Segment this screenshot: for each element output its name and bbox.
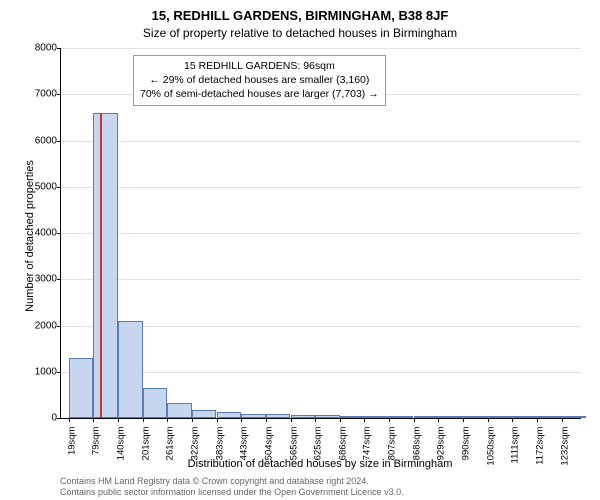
xtick-mark	[414, 418, 415, 422]
ytick-mark	[57, 326, 61, 327]
histogram-bar	[512, 416, 537, 418]
xtick-mark	[241, 418, 242, 422]
histogram-bar	[291, 415, 316, 418]
histogram-bar	[192, 410, 217, 418]
histogram-bar	[315, 415, 340, 418]
xtick-mark	[340, 418, 341, 422]
xtick-mark	[192, 418, 193, 422]
ytick-mark	[57, 418, 61, 419]
xtick-mark	[93, 418, 94, 422]
xtick-mark	[562, 418, 563, 422]
histogram-bar	[93, 113, 118, 418]
xtick-mark	[488, 418, 489, 422]
histogram-bar	[414, 416, 439, 418]
histogram-bar	[438, 416, 463, 418]
histogram-bar	[217, 412, 242, 418]
xtick-mark	[143, 418, 144, 422]
histogram-bar	[389, 416, 414, 418]
footer-line2: Contains public sector information licen…	[60, 487, 404, 498]
annotation-line3: 70% of semi-detached houses are larger (…	[140, 87, 379, 101]
gridline-h	[61, 279, 581, 280]
histogram-bar	[69, 358, 94, 418]
histogram-bar	[364, 416, 389, 418]
xtick-mark	[217, 418, 218, 422]
ytick-mark	[57, 279, 61, 280]
histogram-bar	[167, 403, 192, 418]
xtick-mark	[69, 418, 70, 422]
ytick-mark	[57, 141, 61, 142]
footer-line1: Contains HM Land Registry data © Crown c…	[60, 476, 404, 487]
xtick-mark	[438, 418, 439, 422]
xtick-mark	[315, 418, 316, 422]
gridline-h	[61, 48, 581, 49]
gridline-h	[61, 233, 581, 234]
histogram-bar	[463, 416, 488, 418]
ytick-mark	[57, 187, 61, 188]
chart-container: 15, REDHILL GARDENS, BIRMINGHAM, B38 8JF…	[0, 0, 600, 500]
annotation-line2: ← 29% of detached houses are smaller (3,…	[140, 73, 379, 87]
gridline-h	[61, 141, 581, 142]
histogram-bar	[340, 416, 365, 418]
chart-title-line2: Size of property relative to detached ho…	[0, 26, 600, 40]
chart-title-line1: 15, REDHILL GARDENS, BIRMINGHAM, B38 8JF	[0, 8, 600, 23]
ytick-label: 2000	[23, 320, 57, 331]
ytick-mark	[57, 48, 61, 49]
ytick-label: 4000	[23, 228, 57, 239]
ytick-label: 1000	[23, 366, 57, 377]
xtick-mark	[291, 418, 292, 422]
histogram-bar	[241, 414, 266, 418]
ytick-label: 7000	[23, 89, 57, 100]
ytick-mark	[57, 94, 61, 95]
xtick-mark	[512, 418, 513, 422]
annotation-box: 15 REDHILL GARDENS: 96sqm← 29% of detach…	[133, 55, 386, 106]
chart-footer: Contains HM Land Registry data © Crown c…	[60, 476, 404, 498]
ytick-label: 0	[23, 413, 57, 424]
histogram-bar	[537, 416, 562, 418]
histogram-bar	[118, 321, 143, 418]
histogram-bar	[488, 416, 513, 418]
annotation-line1: 15 REDHILL GARDENS: 96sqm	[140, 59, 379, 73]
x-axis-label: Distribution of detached houses by size …	[60, 458, 580, 470]
ytick-label: 3000	[23, 274, 57, 285]
ytick-label: 8000	[23, 43, 57, 54]
ytick-mark	[57, 372, 61, 373]
histogram-bar	[266, 414, 291, 418]
ytick-label: 6000	[23, 135, 57, 146]
marker-line	[100, 113, 102, 418]
xtick-mark	[266, 418, 267, 422]
xtick-mark	[463, 418, 464, 422]
xtick-mark	[389, 418, 390, 422]
gridline-h	[61, 187, 581, 188]
histogram-bar	[562, 416, 587, 418]
xtick-mark	[364, 418, 365, 422]
xtick-mark	[167, 418, 168, 422]
plot-area: 01000200030004000500060007000800019sqm79…	[60, 48, 581, 419]
xtick-mark	[118, 418, 119, 422]
xtick-mark	[537, 418, 538, 422]
ytick-label: 5000	[23, 181, 57, 192]
histogram-bar	[143, 388, 168, 418]
ytick-mark	[57, 233, 61, 234]
